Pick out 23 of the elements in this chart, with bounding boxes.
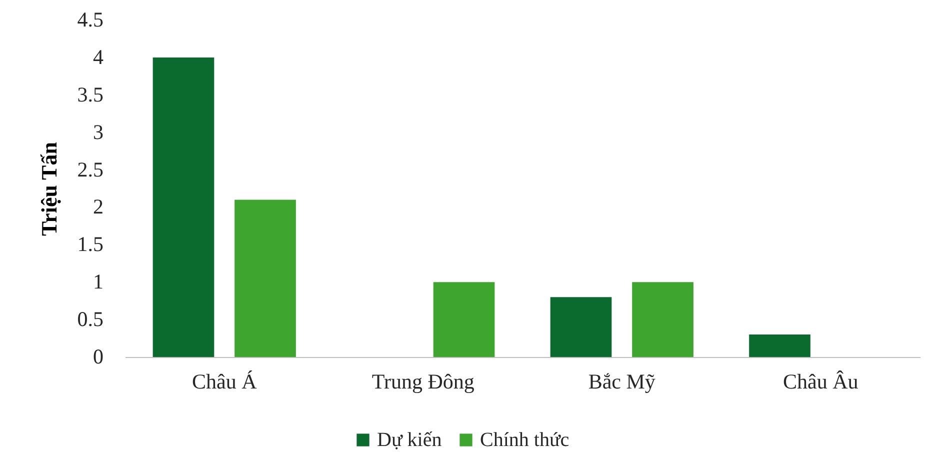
y-tick-label: 0: [93, 344, 104, 368]
legend-label: Chính thức: [480, 429, 570, 451]
bar: [234, 200, 296, 357]
x-tick-label: Bắc Mỹ: [588, 370, 656, 394]
bar: [550, 297, 612, 357]
y-tick-label: 1: [93, 270, 104, 294]
bar: [152, 57, 214, 357]
y-tick-label: 4: [93, 44, 104, 69]
y-tick-label: 2.5: [77, 157, 104, 182]
y-tick-label: 3.5: [77, 82, 104, 106]
y-tick-label: 4.5: [77, 8, 104, 32]
y-tick-label: 2: [93, 194, 104, 219]
legend-label: Dự kiến: [377, 429, 442, 451]
bar: [433, 282, 495, 357]
y-tick-label: 1.5: [77, 232, 104, 256]
y-tick-label: 3: [93, 120, 104, 144]
x-tick-label: Châu Âu: [783, 370, 859, 394]
bar: [749, 334, 810, 357]
y-axis-title: Triệu Tấn: [36, 142, 62, 236]
y-tick-label: 0.5: [77, 307, 104, 332]
x-tick-label: Châu Á: [192, 370, 258, 394]
bar: [632, 282, 694, 357]
x-tick-label: Trung Đông: [372, 370, 475, 394]
